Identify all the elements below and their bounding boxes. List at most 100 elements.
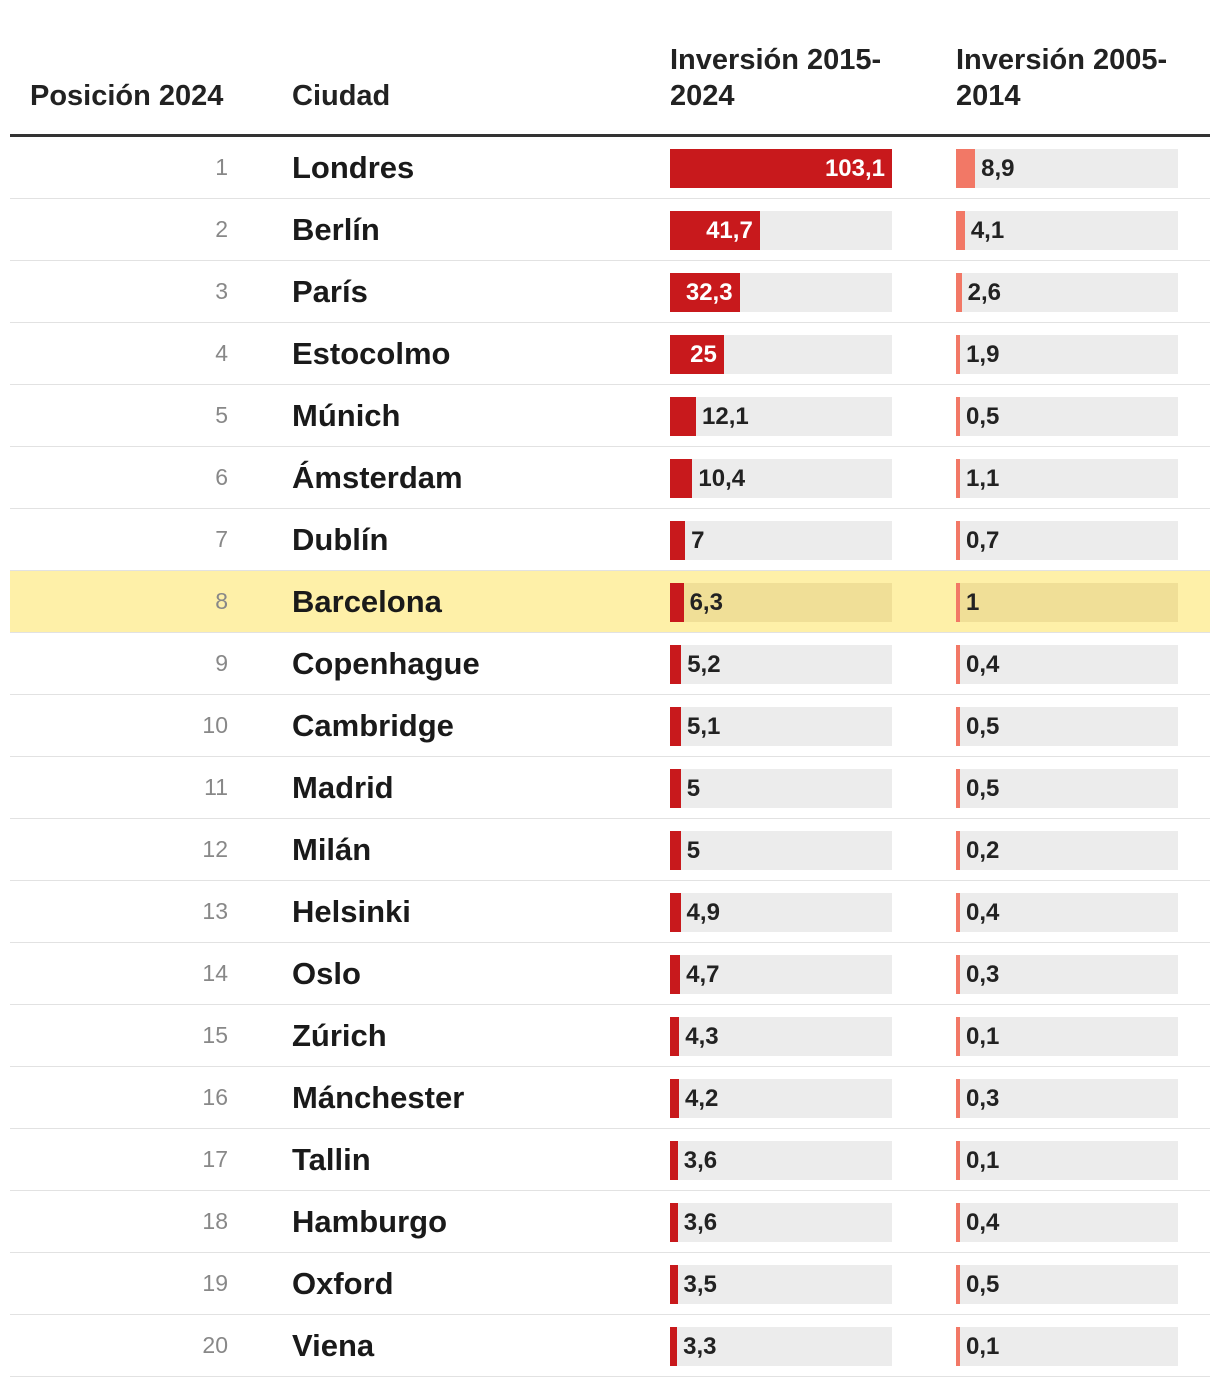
bar-2005-2014-label: 0,1	[966, 1023, 1000, 1050]
bar-2005-2014-track: 0,4	[956, 645, 1178, 684]
header-investment-2005-2014: Inversión 2005-2014	[956, 44, 1168, 112]
bar-2015-2024-label: 3,6	[683, 1209, 718, 1236]
bar-2015-2024-fill	[670, 955, 681, 994]
row-position: 4	[215, 340, 228, 366]
bar-2005-2014-label: 8,9	[981, 155, 1015, 182]
bar-2005-2014-label: 0,3	[966, 1085, 1000, 1112]
bar-2005-2014-fill	[956, 893, 960, 932]
row-position: 17	[202, 1146, 228, 1172]
bar-2015-2024-fill	[670, 769, 681, 808]
row-city: Tallin	[292, 1142, 371, 1177]
row-position: 14	[202, 960, 228, 986]
bar-2015-2024-fill	[670, 831, 681, 870]
bar-2015-2024-label: 3,3	[683, 1333, 717, 1360]
table-row: 2 Berlín 41,7 4,1	[10, 199, 1210, 261]
table-body: 1 Londres 103,1 8,9 2 Berlín 41,7 4,1 3 París 32,3…	[10, 137, 1210, 1377]
row-city: Berlín	[292, 212, 380, 247]
table-row: 14 Oslo 4,7 0,3	[10, 943, 1210, 1005]
row-city: Milán	[292, 832, 372, 867]
row-city: Estocolmo	[292, 336, 451, 371]
bar-2005-2014-fill	[956, 1327, 960, 1366]
bar-2015-2024-fill	[670, 211, 760, 250]
bar-2015-2024-label: 32,3	[685, 279, 733, 306]
ranking-table: Posición 2024 Ciudad Inversión 2015-2024…	[10, 0, 1210, 1377]
bar-2015-2024-track: 5,2	[670, 645, 892, 684]
bar-2015-2024-label: 3,6	[683, 1147, 718, 1174]
bar-2015-2024-label: 4,7	[686, 961, 720, 988]
row-position: 9	[215, 650, 228, 676]
table-row: 18 Hamburgo 3,6 0,4	[10, 1191, 1210, 1253]
bar-2015-2024-label: 7	[691, 527, 705, 554]
table-header: Posición 2024 Ciudad Inversión 2015-2024…	[10, 0, 1210, 137]
row-position: 19	[202, 1270, 228, 1296]
bar-2015-2024-fill	[670, 893, 681, 932]
bar-2015-2024-label: 5	[686, 775, 701, 802]
bar-2005-2014-fill	[956, 273, 962, 312]
bar-2005-2014-fill	[956, 397, 960, 436]
bar-2005-2014-track: 2,6	[956, 273, 1178, 312]
bar-2005-2014-label: 0,3	[966, 961, 1000, 988]
bar-2005-2014-label: 1	[966, 589, 980, 616]
bar-2005-2014-fill	[956, 459, 960, 498]
bar-2015-2024-fill	[670, 583, 684, 622]
bar-2005-2014-track: 1,1	[956, 459, 1178, 498]
bar-2015-2024-label: 12,1	[702, 403, 749, 430]
bar-2015-2024-track: 5	[670, 769, 892, 808]
bar-2015-2024-fill	[670, 1141, 678, 1180]
bar-2005-2014-track: 0,5	[956, 397, 1178, 436]
bar-2005-2014-track: 0,7	[956, 521, 1178, 560]
table-row: 1 Londres 103,1 8,9	[10, 137, 1210, 199]
row-city: Dublín	[292, 522, 389, 557]
bar-2015-2024-track: 41,7	[670, 211, 892, 250]
bar-2015-2024-track: 3,6	[670, 1203, 892, 1242]
row-position: 2	[215, 216, 228, 242]
bar-2005-2014-label: 0,4	[966, 1209, 1000, 1236]
bar-2005-2014-track: 0,2	[956, 831, 1178, 870]
bar-2005-2014-fill	[956, 149, 976, 188]
table-row: 10 Cambridge 5,1 0,5	[10, 695, 1210, 757]
bar-2015-2024-fill	[670, 1265, 678, 1304]
bar-2005-2014-fill	[956, 955, 960, 994]
bar-2015-2024-fill	[670, 149, 892, 188]
table-row: 8 Barcelona 6,3 1	[10, 571, 1210, 633]
bar-2015-2024-fill	[670, 1327, 678, 1366]
row-city: Ámsterdam	[292, 460, 463, 495]
table-row: 7 Dublín 7 0,7	[10, 509, 1210, 571]
bar-2005-2014-fill	[956, 831, 960, 870]
bar-2005-2014-fill	[956, 1141, 960, 1180]
row-city: Helsinki	[292, 894, 411, 929]
table-row: 15 Zúrich 4,3 0,1	[10, 1005, 1210, 1067]
bar-2015-2024-label: 25	[690, 341, 717, 368]
bar-2015-2024-fill	[670, 1017, 680, 1056]
bar-2005-2014-fill	[956, 211, 965, 250]
bar-2015-2024-label: 4,3	[685, 1023, 719, 1050]
bar-2005-2014-fill	[956, 645, 960, 684]
bar-2005-2014-track: 0,3	[956, 955, 1178, 994]
table-row: 6 Ámsterdam 10,4 1,1	[10, 447, 1210, 509]
bar-2005-2014-track: 0,5	[956, 769, 1178, 808]
header-position: Posición 2024	[30, 80, 224, 112]
table-row: 16 Mánchester 4,2 0,3	[10, 1067, 1210, 1129]
bar-2015-2024-track: 4,2	[670, 1079, 892, 1118]
bar-2005-2014-label: 4,1	[970, 217, 1005, 244]
header-city: Ciudad	[292, 80, 391, 112]
bar-2015-2024-track: 5	[670, 831, 892, 870]
row-position: 13	[202, 898, 228, 924]
bar-2015-2024-track: 103,1	[670, 149, 892, 188]
bar-2005-2014-fill	[956, 521, 960, 560]
bar-2005-2014-fill	[956, 1203, 960, 1242]
bar-2005-2014-fill	[956, 1265, 960, 1304]
table-row: 4 Estocolmo 25 1,9	[10, 323, 1210, 385]
bar-2015-2024-track: 32,3	[670, 273, 892, 312]
table-row: 3 París 32,3 2,6	[10, 261, 1210, 323]
row-position: 7	[215, 526, 228, 552]
bar-2015-2024-fill	[670, 1079, 680, 1118]
row-position: 12	[202, 836, 228, 862]
bar-2005-2014-track: 0,3	[956, 1079, 1178, 1118]
bar-2005-2014-track: 0,5	[956, 707, 1178, 746]
row-city: Zúrich	[292, 1018, 387, 1053]
bar-2015-2024-fill	[670, 459, 693, 498]
bar-2015-2024-track: 5,1	[670, 707, 892, 746]
bar-2015-2024-track: 7	[670, 521, 892, 560]
bar-2015-2024-track: 4,7	[670, 955, 892, 994]
